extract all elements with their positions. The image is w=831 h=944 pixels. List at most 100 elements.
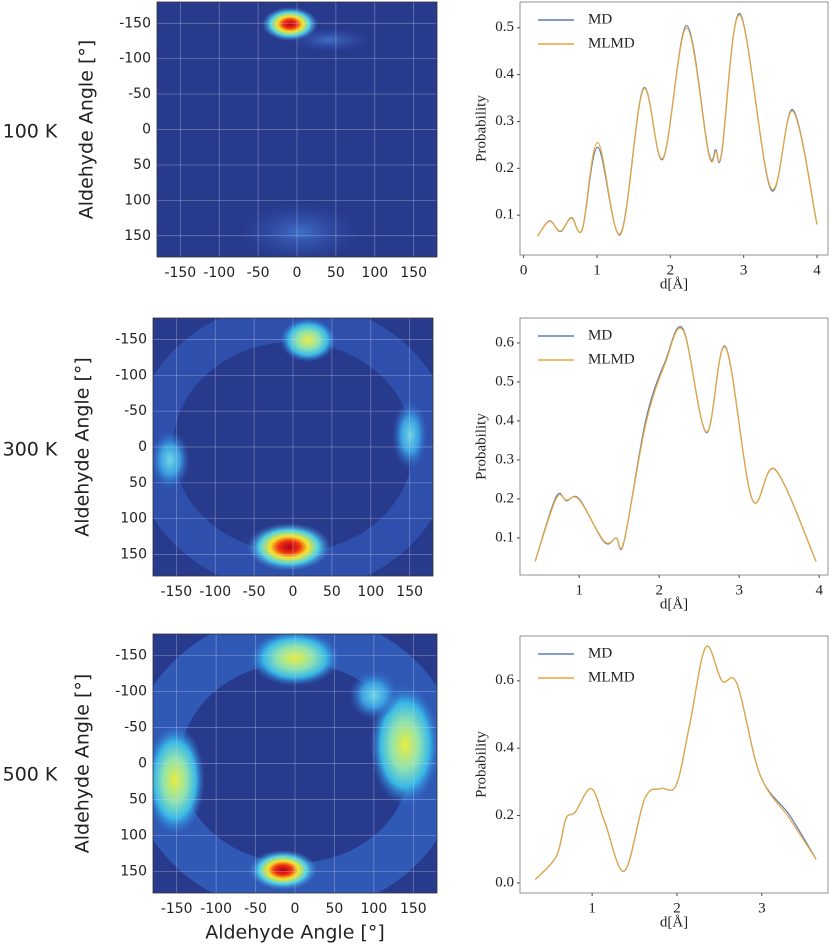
x-tick-label: 150	[396, 584, 423, 600]
x-tick-label: 0	[293, 265, 302, 281]
x-tick-label: -100	[203, 265, 235, 281]
y-tick-label: 150	[120, 547, 147, 563]
y-tick-label: 0.6	[495, 334, 514, 350]
x-tick-label: 50	[326, 901, 344, 917]
legend-label: MD	[588, 11, 612, 27]
legend-label: MLMD	[588, 351, 635, 367]
heatmap-image	[153, 634, 437, 893]
y-tick-label: 50	[133, 157, 151, 173]
y-tick-label: 0	[142, 122, 151, 138]
y-axis-label: Probability	[473, 95, 489, 162]
x-axis-label: Aldehyde Angle [°]	[205, 922, 385, 944]
x-tick-label: -100	[199, 584, 231, 600]
y-tick-label: -150	[115, 332, 147, 348]
plot-frame	[152, 633, 438, 894]
x-tick-label: -100	[200, 901, 232, 917]
x-axis-label: d[Å]	[660, 596, 688, 612]
y-tick-label: 0.4	[495, 412, 514, 428]
series-line	[534, 326, 817, 562]
y-tick-label: 0.2	[495, 160, 514, 176]
x-tick-label: 1	[593, 262, 601, 278]
x-tick-label: 0	[520, 262, 528, 278]
legend-label: MD	[588, 645, 612, 661]
y-axis-label: Aldehyde Angle [°]	[76, 40, 98, 220]
x-tick-label: -50	[244, 901, 267, 917]
x-tick-label: 2	[673, 900, 681, 916]
y-tick-label: -150	[115, 648, 147, 664]
x-axis-label: d[Å]	[660, 914, 688, 930]
y-tick-label: 0.6	[495, 672, 514, 688]
x-tick-label: 50	[323, 584, 341, 600]
y-tick-label: -50	[124, 720, 147, 736]
y-tick-label: 150	[124, 228, 151, 244]
x-tick-label: -50	[247, 265, 270, 281]
series-line	[537, 14, 818, 237]
plot-frame	[519, 1, 829, 256]
y-tick-label: 0	[138, 756, 147, 772]
series-line	[534, 645, 817, 880]
x-tick-label: -150	[161, 901, 193, 917]
y-tick-label: 150	[120, 863, 147, 879]
y-tick-label: 0.0	[495, 874, 514, 890]
x-tick-label: 2	[655, 582, 663, 598]
row-label: 300 K	[3, 439, 58, 461]
x-tick-label: 3	[735, 582, 743, 598]
y-tick-label: -100	[115, 367, 147, 383]
y-tick-label: 0.1	[495, 529, 514, 545]
y-tick-label: 0.2	[495, 490, 514, 506]
plot-frame	[156, 1, 438, 258]
y-tick-label: 100	[120, 511, 147, 527]
y-tick-label: 0.2	[495, 807, 514, 823]
x-tick-label: 2	[667, 262, 675, 278]
legend-label: MLMD	[588, 35, 635, 51]
series-line	[534, 645, 817, 880]
x-tick-label: 1	[575, 582, 583, 598]
x-tick-label: 100	[361, 265, 388, 281]
y-tick-label: 0.4	[495, 740, 514, 756]
y-tick-label: -150	[119, 15, 151, 31]
plot-frame	[152, 317, 434, 577]
y-axis-label: Probability	[473, 731, 489, 798]
series-line	[537, 13, 818, 237]
y-tick-label: 100	[124, 192, 151, 208]
y-tick-label: 0.3	[495, 451, 514, 467]
y-tick-label: 50	[129, 475, 147, 491]
x-tick-label: 150	[400, 265, 427, 281]
row-label: 100 K	[3, 121, 58, 143]
x-tick-label: 100	[361, 901, 388, 917]
y-tick-label: 100	[120, 827, 147, 843]
y-tick-label: 0.4	[495, 66, 514, 82]
y-tick-label: 0.1	[495, 207, 514, 223]
row-label: 500 K	[3, 764, 58, 786]
x-tick-label: 150	[400, 901, 427, 917]
x-axis-label: d[Å]	[660, 276, 688, 292]
series-line	[534, 327, 817, 562]
heatmap-image	[153, 318, 433, 576]
x-tick-label: -150	[160, 584, 192, 600]
x-tick-label: 0	[291, 901, 300, 917]
x-tick-label: 50	[327, 265, 345, 281]
x-tick-label: -50	[243, 584, 266, 600]
plot-frame	[519, 635, 829, 894]
x-tick-label: 1	[588, 900, 596, 916]
legend-label: MD	[588, 327, 612, 343]
y-tick-label: 0.5	[495, 373, 514, 389]
y-tick-label: -50	[128, 86, 151, 102]
x-tick-label: 0	[289, 584, 298, 600]
y-tick-label: 50	[129, 791, 147, 807]
y-axis-label: Probability	[473, 413, 489, 480]
heatmap-image	[157, 2, 437, 257]
y-tick-label: 0	[138, 439, 147, 455]
y-tick-label: -50	[124, 403, 147, 419]
y-tick-label: -100	[119, 51, 151, 67]
x-tick-label: 3	[740, 262, 748, 278]
x-tick-label: 100	[357, 584, 384, 600]
y-tick-label: 0.5	[495, 19, 514, 35]
legend-label: MLMD	[588, 669, 635, 685]
x-tick-label: 3	[758, 900, 766, 916]
y-tick-label: -100	[115, 684, 147, 700]
y-axis-label: Aldehyde Angle [°]	[72, 674, 94, 854]
plot-frame	[519, 317, 829, 576]
y-tick-label: 0.3	[495, 113, 514, 129]
